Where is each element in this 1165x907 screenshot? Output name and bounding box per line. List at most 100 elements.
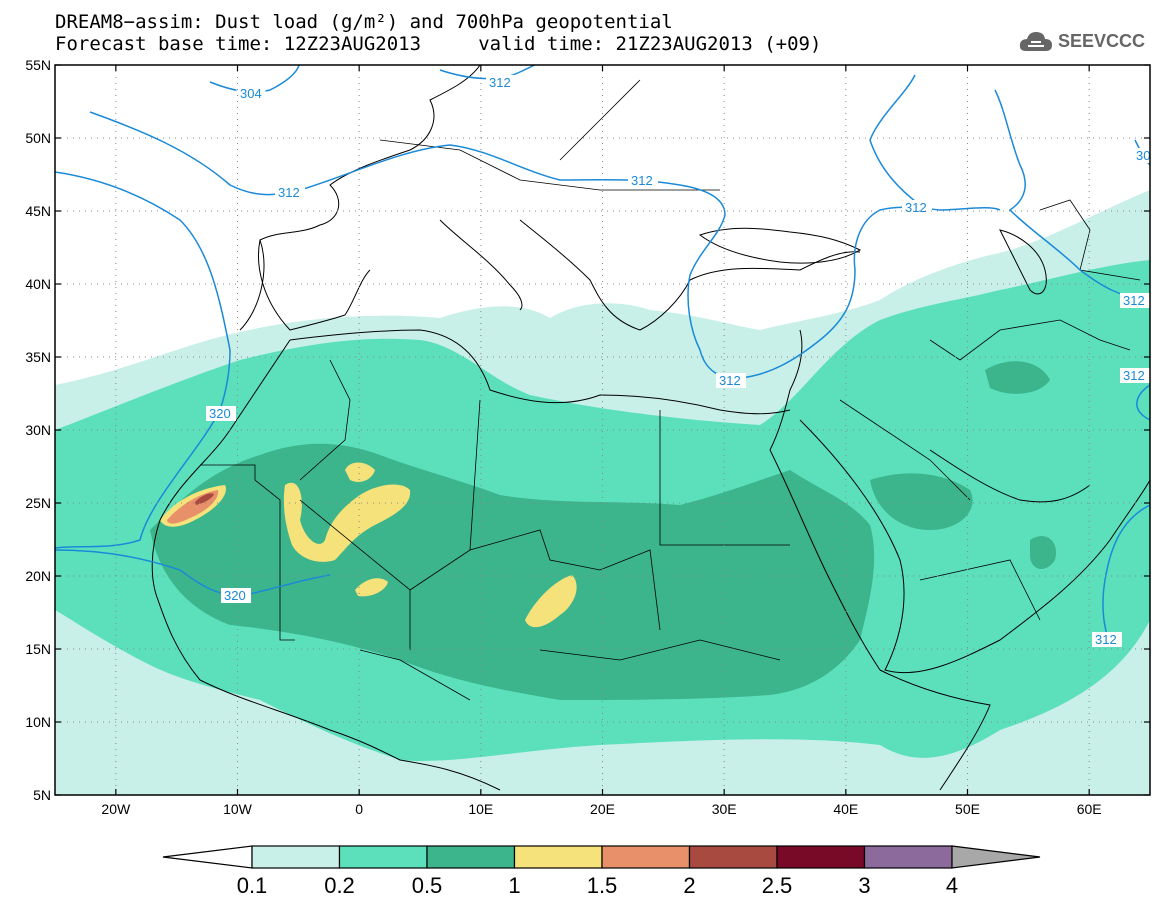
contour-label: 30 (1136, 148, 1150, 163)
coast-red-sea (769, 449, 881, 671)
contour-label: 312 (631, 173, 653, 188)
colorbar-label: 4 (946, 873, 958, 898)
coast-persian-gulf (929, 449, 1091, 503)
contour-312-east-2 (994, 89, 1150, 301)
colorbar-swatch (513, 845, 603, 869)
map-title: DREAM8−assim: Dust load (g/m²) and 700hP… (55, 11, 673, 33)
coast-caspian (999, 229, 1047, 295)
border-14 (1039, 199, 1141, 281)
graticule (55, 65, 1150, 795)
lat-label: 35N (25, 349, 51, 365)
contour-label: 320 (209, 406, 231, 421)
colorbar-swatch (426, 845, 516, 869)
lon-label: 60E (1077, 801, 1102, 817)
dust-blob-medium-gulf (1030, 536, 1056, 570)
coast-balkans (519, 219, 691, 331)
dust-blob-medium-ne (985, 361, 1050, 394)
contour-label: 312 (905, 200, 927, 215)
lon-label: 0 (355, 801, 363, 817)
map-area: 304 312 312 312 312 312 312 312 320 320 … (55, 65, 1150, 795)
colorbar: 0.1 0.2 0.5 1 1.5 2 2.5 3 4 (162, 845, 1041, 898)
contour-312-east-3 (1136, 384, 1150, 421)
colorbar-label: 1 (508, 873, 520, 898)
dust-blob-medium-east (870, 473, 973, 530)
border-8 (919, 559, 1041, 621)
lat-label: 30N (25, 422, 51, 438)
lon-axis: 20W 10W 0 10E 20E 30E 40E 50E 60E (101, 65, 1102, 817)
contour-312-north (439, 65, 537, 80)
colorbar-label: 0.2 (324, 873, 355, 898)
lon-label: 50E (955, 801, 980, 817)
border-9 (359, 649, 471, 701)
coast-arabia (799, 419, 1150, 674)
contour-label: 320 (224, 588, 246, 603)
border-5 (469, 399, 481, 551)
dust-core-brown (195, 493, 214, 505)
colorbar-swatch (688, 845, 778, 869)
coast-europe (239, 65, 481, 331)
logo-text: SEEVCCC (1058, 30, 1146, 51)
cloud-logo-icon (1019, 32, 1052, 51)
coast-iberia (258, 239, 371, 331)
lon-label: 10E (468, 801, 493, 817)
dust-band-medium (150, 443, 875, 700)
border-10 (539, 639, 781, 661)
colorbar-label: 0.5 (412, 873, 443, 898)
colorbar-label: 3 (858, 873, 870, 898)
coast-black-sea (698, 227, 862, 264)
contour-label-group: 304 312 312 312 312 312 312 312 320 320 … (206, 75, 1150, 647)
lat-axis: 55N 50N 45N 40N 35N 30N 25N 20N 15N 10N 5N (25, 57, 1150, 803)
contour-label: 312 (1095, 632, 1117, 647)
contour-320 (55, 171, 331, 597)
dust-core-yellow-3 (345, 462, 375, 482)
colorbar-label: 0.1 (237, 873, 268, 898)
lat-label: 40N (25, 276, 51, 292)
colorbar-label: 1.5 (587, 873, 618, 898)
lat-label: 5N (33, 787, 51, 803)
contour-304 (209, 65, 300, 93)
lat-label: 20N (25, 568, 51, 584)
colorbar-under-arrow (162, 845, 253, 869)
lat-label: 45N (25, 203, 51, 219)
lon-label: 30E (712, 801, 737, 817)
lat-label: 10N (25, 714, 51, 730)
border-12 (559, 79, 641, 161)
coast-levant (769, 329, 803, 451)
colorbar-over-arrow (951, 845, 1041, 869)
contour-label: 312 (1123, 368, 1145, 383)
border-4 (659, 410, 790, 546)
dust-core-yellow-2 (283, 482, 411, 562)
lon-label: 20W (101, 801, 131, 817)
map-subtitle: Forecast base time: 12Z23AUG2013 valid t… (55, 33, 822, 55)
contour-label: 312 (489, 75, 511, 90)
lat-label: 25N (25, 495, 51, 511)
colorbar-swatch (251, 845, 341, 869)
lon-label: 20E (590, 801, 615, 817)
contour-label: 304 (240, 86, 262, 101)
lat-label: 55N (25, 57, 51, 73)
contour-312-east-1 (869, 74, 921, 206)
colorbar-label: 2.5 (762, 873, 793, 898)
coast-italy (439, 219, 523, 311)
border-1 (200, 464, 295, 641)
coast-horn (879, 669, 991, 791)
lon-label: 10W (223, 801, 253, 817)
coast-west-africa (151, 339, 501, 791)
colorbar-swatch (863, 845, 953, 869)
colorbar-swatch (776, 845, 866, 869)
contour-label: 312 (278, 185, 300, 200)
colorbar-swatch (601, 845, 691, 869)
coast-north-africa (289, 329, 791, 415)
lat-label: 50N (25, 130, 51, 146)
colorbar-label: 2 (683, 873, 695, 898)
contour-label: 312 (719, 373, 741, 388)
border-6 (299, 359, 351, 481)
coast-turkey (689, 251, 861, 281)
colorbar-swatch (338, 845, 428, 869)
dust-core-yellow-5 (525, 575, 577, 628)
border-7 (839, 399, 971, 501)
contour-312-east-4 (1102, 504, 1150, 646)
lon-label: 40E (833, 801, 858, 817)
contour-label: 312 (1123, 293, 1145, 308)
